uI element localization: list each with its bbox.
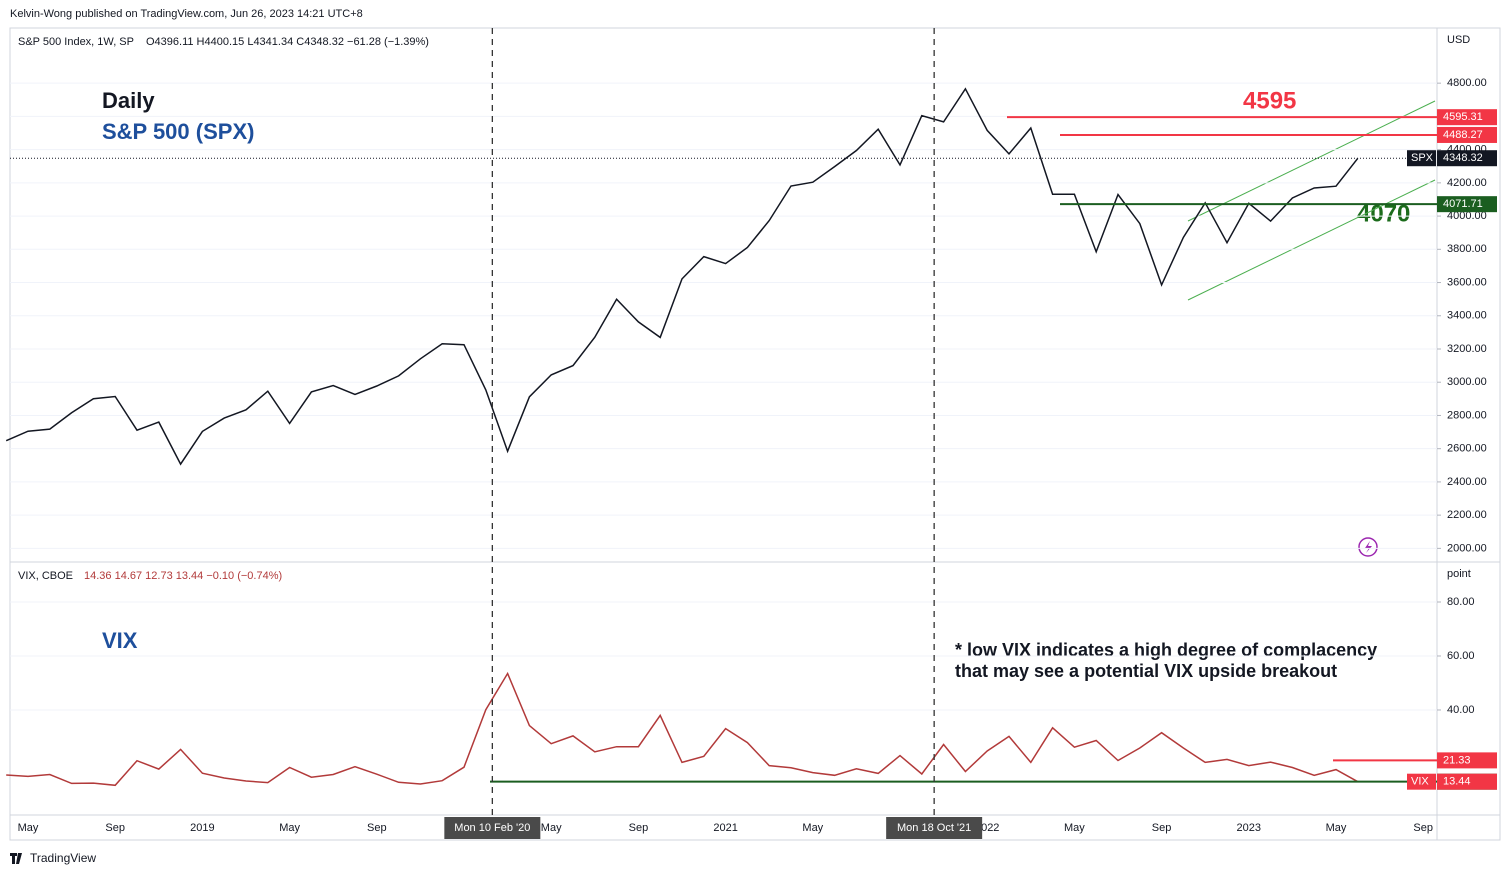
- y-tick-label: 2800.00: [1447, 409, 1487, 421]
- annotation: * low VIX indicates a high degree of com…: [955, 640, 1377, 660]
- annotation: that may see a potential VIX upside brea…: [955, 661, 1337, 681]
- annotation: S&P 500 (SPX): [102, 119, 254, 144]
- x-tick-label: May: [802, 822, 823, 834]
- last-name-tag: [1407, 150, 1436, 167]
- unit: USD: [1447, 34, 1470, 46]
- level-tag: [1437, 196, 1497, 213]
- level-label: 21.33: [1443, 754, 1471, 766]
- y-tick-label: 3200.00: [1447, 343, 1487, 355]
- x-tick-label: Sep: [1413, 822, 1433, 834]
- x-tick-label: 2023: [1237, 822, 1261, 834]
- legend: VIX, CBOE: [18, 570, 73, 582]
- annotation: VIX: [102, 628, 138, 653]
- last-name-tag: [1407, 773, 1436, 790]
- y-tick-label: 3800.00: [1447, 243, 1487, 255]
- y-tick-label: 4000.00: [1447, 210, 1487, 222]
- event-label: Mon 10 Feb '20: [454, 822, 530, 834]
- y-tick-label: 2600.00: [1447, 443, 1487, 455]
- icon: [1365, 541, 1372, 553]
- event-tag: [444, 817, 541, 839]
- last-name: VIX: [1411, 776, 1429, 788]
- last-name: SPX: [1411, 152, 1434, 164]
- x-tick-label: May: [1326, 822, 1347, 834]
- x-tick-label: May: [18, 822, 39, 834]
- legend: S&P 500 Index, 1W, SP: [18, 36, 134, 48]
- y-tick-label: 3000.00: [1447, 376, 1487, 388]
- level-tag: [1437, 109, 1497, 126]
- icon[interactable]: [1358, 537, 1378, 557]
- last-price: 13.44: [1443, 776, 1471, 788]
- x-tick-label: May: [279, 822, 300, 834]
- annotation: Daily: [102, 88, 155, 113]
- level-label: 4071.71: [1443, 198, 1483, 210]
- x-tick-label: 2019: [190, 822, 214, 834]
- channel-line: [1187, 179, 1436, 301]
- price-line: [6, 671, 1359, 787]
- x-tick-label: Sep: [367, 822, 387, 834]
- y-tick-label: 3400.00: [1447, 310, 1487, 322]
- y-tick-label: 2000.00: [1447, 542, 1487, 554]
- unit: point: [1447, 568, 1471, 580]
- y-tick-label: 4200.00: [1447, 177, 1487, 189]
- frame: [9, 27, 1501, 841]
- last-price: 4348.32: [1443, 152, 1483, 164]
- level-label: 4595.31: [1443, 111, 1483, 123]
- logo: [10, 853, 22, 864]
- annotation: 4595: [1243, 87, 1296, 114]
- publisher: Kelvin-Wong published on TradingView.com…: [10, 8, 363, 20]
- x-tick-label: 2021: [713, 822, 737, 834]
- x-tick-label: Sep: [105, 822, 125, 834]
- y-tick-label: 40.00: [1447, 704, 1475, 716]
- last-price-tag: [1437, 150, 1497, 167]
- level-label: 4488.27: [1443, 129, 1483, 141]
- ohlc: O4396.11 H4400.15 L4341.34 C4348.32 −61.…: [146, 36, 429, 48]
- x-tick-label: May: [1064, 822, 1085, 834]
- ohlc: 14.36 14.67 12.73 13.44 −0.10 (−0.74%): [84, 570, 282, 582]
- price-line: [5, 87, 1359, 466]
- y-tick-label: 2200.00: [1447, 509, 1487, 521]
- y-tick-label: 80.00: [1447, 596, 1475, 608]
- event-label: Mon 18 Oct '21: [897, 822, 971, 834]
- level-tag: [1437, 752, 1497, 769]
- last-price-tag: [1437, 773, 1497, 790]
- x-tick-label: Sep: [629, 822, 649, 834]
- x-tick-label: Sep: [1152, 822, 1172, 834]
- level-tag: [1437, 126, 1497, 143]
- channel-line: [1187, 100, 1436, 222]
- y-tick-label: 60.00: [1447, 650, 1475, 662]
- x-tick-label: May: [541, 822, 562, 834]
- y-tick-label: 3600.00: [1447, 276, 1487, 288]
- footer: TradingView: [30, 851, 96, 865]
- event-tag: [886, 817, 983, 839]
- y-tick-label: 4800.00: [1447, 77, 1487, 89]
- y-tick-label: 2400.00: [1447, 476, 1487, 488]
